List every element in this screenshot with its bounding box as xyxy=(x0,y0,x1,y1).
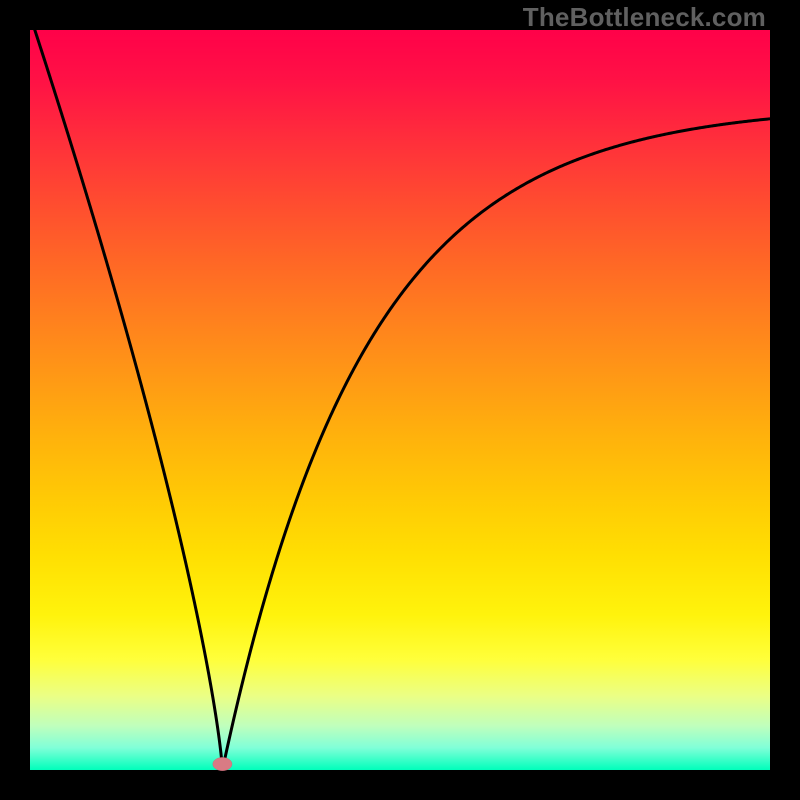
bottleneck-curve xyxy=(30,15,770,770)
watermark-text: TheBottleneck.com xyxy=(523,2,766,33)
plot-area xyxy=(30,30,770,770)
dip-marker xyxy=(213,757,232,770)
curve-layer xyxy=(30,30,770,770)
chart-frame: TheBottleneck.com xyxy=(0,0,800,800)
